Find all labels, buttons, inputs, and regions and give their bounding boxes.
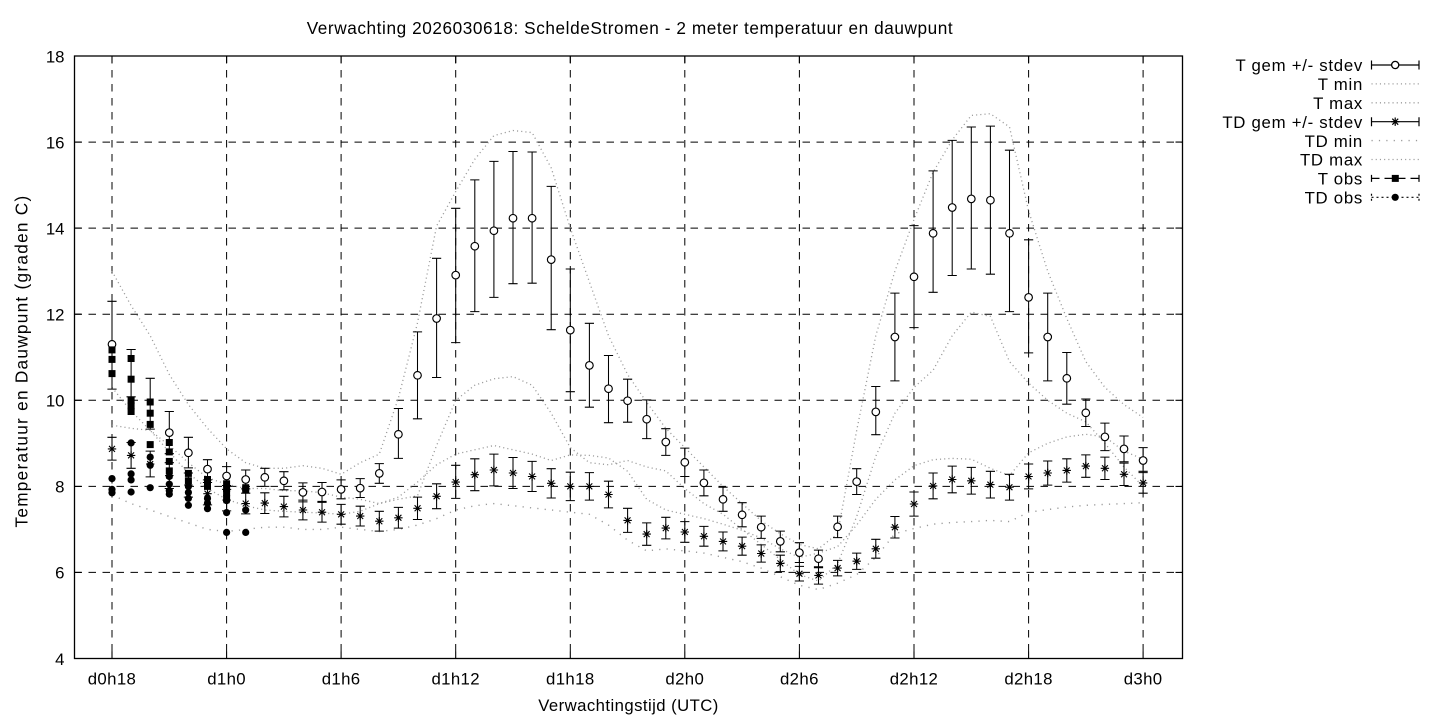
svg-text:4: 4 [55, 650, 64, 669]
svg-text:d0h18: d0h18 [88, 669, 137, 688]
svg-text:d1h18: d1h18 [546, 669, 595, 688]
svg-text:T obs: T obs [1318, 170, 1363, 189]
svg-text:T max: T max [1313, 94, 1363, 113]
svg-text:d2h6: d2h6 [780, 669, 819, 688]
svg-text:d3h0: d3h0 [1124, 669, 1163, 688]
svg-text:Verwachtingstijd (UTC): Verwachtingstijd (UTC) [538, 696, 719, 715]
svg-text:TD max: TD max [1300, 151, 1363, 170]
svg-text:T min: T min [1318, 75, 1363, 94]
svg-text:d2h18: d2h18 [1004, 669, 1053, 688]
svg-text:10: 10 [46, 392, 65, 411]
svg-text:T gem +/- stdev: T gem +/- stdev [1235, 56, 1363, 75]
svg-text:16: 16 [46, 133, 65, 152]
svg-text:12: 12 [46, 306, 65, 325]
svg-text:d1h6: d1h6 [322, 669, 361, 688]
svg-text:6: 6 [55, 564, 64, 583]
svg-text:TD gem +/- stdev: TD gem +/- stdev [1222, 113, 1363, 132]
svg-text:18: 18 [46, 47, 65, 66]
svg-text:d1h0: d1h0 [207, 669, 246, 688]
svg-text:TD obs: TD obs [1305, 189, 1363, 208]
svg-text:8: 8 [55, 478, 64, 497]
svg-text:d1h12: d1h12 [431, 669, 480, 688]
svg-text:Temperatuur en Dauwpunt (grade: Temperatuur en Dauwpunt (graden C) [12, 195, 32, 528]
svg-text:Verwachting 2026030618: Scheld: Verwachting 2026030618: ScheldeStromen -… [307, 18, 954, 38]
svg-text:d2h12: d2h12 [890, 669, 939, 688]
svg-text:14: 14 [46, 219, 65, 238]
svg-text:d2h0: d2h0 [665, 669, 704, 688]
svg-text:TD min: TD min [1305, 132, 1363, 151]
